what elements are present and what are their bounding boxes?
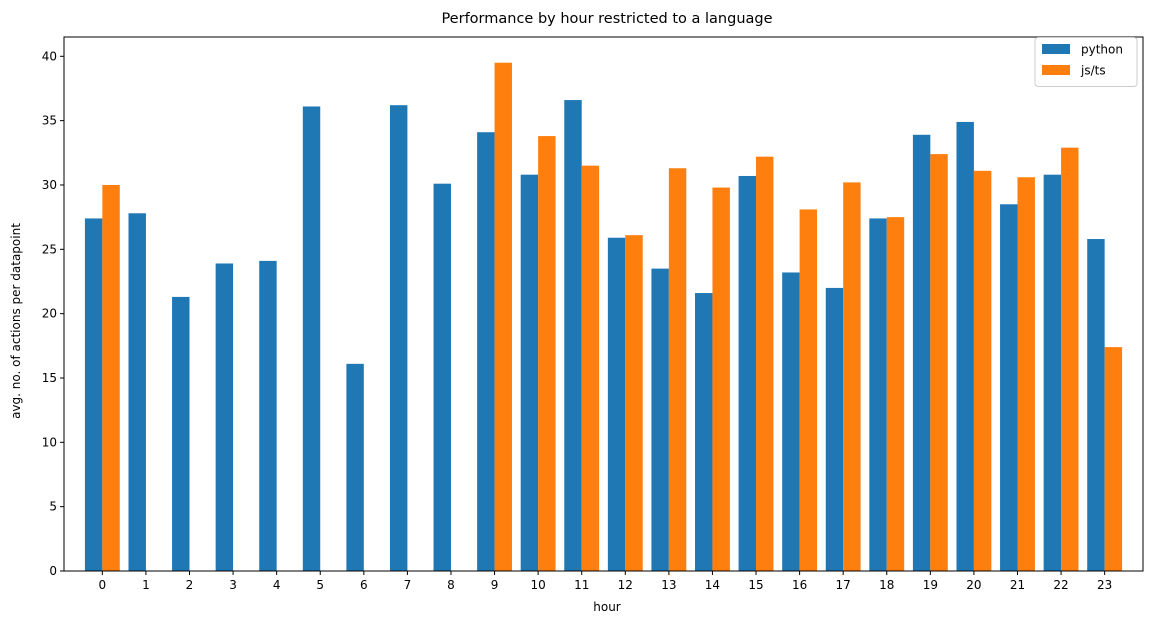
x-tick-label: 9 xyxy=(491,578,499,592)
bar-js-ts-11 xyxy=(581,165,600,572)
bar-js-ts-16 xyxy=(799,209,818,572)
bar-js-ts-9 xyxy=(494,62,512,571)
x-tick-label: 23 xyxy=(1097,578,1112,592)
y-tick-label: 20 xyxy=(42,307,57,321)
bar-python-0 xyxy=(84,218,103,571)
x-axis: 0 1 2 3 4 5 6 7 8 9 10 11 12 13 14 15 16 17 18 19 20 21 22 23 xyxy=(99,571,1112,592)
bar-python-12 xyxy=(607,237,626,572)
y-tick-label: 0 xyxy=(49,564,57,578)
bar-python-2 xyxy=(172,296,190,571)
bar-python-18 xyxy=(869,218,887,571)
x-tick-label: 18 xyxy=(879,578,894,592)
x-tick-label: 15 xyxy=(748,578,763,592)
bar-python-16 xyxy=(782,272,800,571)
bar-python-11 xyxy=(564,100,582,572)
x-tick-label: 5 xyxy=(316,578,324,592)
y-tick-label: 5 xyxy=(49,500,57,514)
bar-js-ts-19 xyxy=(930,154,948,571)
y-tick-label: 10 xyxy=(42,435,57,449)
x-tick-label: 11 xyxy=(574,578,589,592)
chart-title: Performance by hour restricted to a lang… xyxy=(441,11,772,27)
bar-python-5 xyxy=(302,106,321,571)
bar-js-ts-13 xyxy=(668,168,687,571)
bar-python-13 xyxy=(651,268,669,571)
bar-python-1 xyxy=(128,213,146,571)
bars-group xyxy=(84,62,1123,572)
x-tick-label: 17 xyxy=(836,578,851,592)
bar-python-10 xyxy=(520,174,539,571)
y-tick-label: 25 xyxy=(42,242,57,256)
bar-python-23 xyxy=(1087,239,1105,571)
bar-python-20 xyxy=(956,121,974,572)
x-tick-label: 22 xyxy=(1053,578,1068,592)
x-tick-label: 0 xyxy=(99,578,107,592)
legend-swatch-js-ts xyxy=(1042,65,1070,75)
bar-js-ts-15 xyxy=(756,156,774,572)
bar-js-ts-14 xyxy=(712,187,730,572)
y-axis-title: avg. no. of actions per datapoint xyxy=(9,223,23,419)
bar-js-ts-12 xyxy=(625,235,643,571)
bar-python-8 xyxy=(433,183,451,571)
bar-js-ts-10 xyxy=(538,136,556,571)
bar-python-15 xyxy=(738,175,757,571)
bar-python-19 xyxy=(912,134,931,572)
bar-js-ts-20 xyxy=(973,170,992,571)
x-tick-label: 16 xyxy=(792,578,807,592)
legend: python js/ts xyxy=(1034,37,1138,87)
legend-label-python: python xyxy=(1081,43,1123,57)
y-tick-label: 40 xyxy=(42,49,57,63)
bar-python-17 xyxy=(825,287,844,571)
x-tick-label: 20 xyxy=(966,578,981,592)
x-axis-title: hour xyxy=(593,600,621,614)
bar-python-6 xyxy=(346,363,364,571)
bar-js-ts-22 xyxy=(1061,147,1079,571)
y-tick-label: 15 xyxy=(42,371,57,385)
x-tick-label: 1 xyxy=(142,578,150,592)
x-tick-label: 19 xyxy=(923,578,938,592)
bar-js-ts-17 xyxy=(843,182,861,571)
x-tick-label: 13 xyxy=(661,578,676,592)
bar-python-14 xyxy=(695,293,713,571)
bar-js-ts-0 xyxy=(102,184,120,572)
bar-python-4 xyxy=(259,260,277,571)
x-tick-label: 12 xyxy=(618,578,633,592)
x-tick-label: 2 xyxy=(186,578,194,592)
x-tick-label: 6 xyxy=(360,578,368,592)
bar-js-ts-23 xyxy=(1104,347,1123,571)
bar-js-ts-21 xyxy=(1017,177,1035,571)
x-tick-label: 8 xyxy=(447,578,455,592)
bar-python-3 xyxy=(215,263,234,571)
x-tick-label: 14 xyxy=(705,578,720,592)
y-tick-label: 30 xyxy=(42,178,57,192)
bar-python-22 xyxy=(1043,174,1062,571)
bar-python-21 xyxy=(1000,204,1018,571)
bar-js-ts-18 xyxy=(886,217,905,571)
x-tick-label: 4 xyxy=(273,578,281,592)
legend-swatch-python xyxy=(1042,44,1070,54)
bar-python-7 xyxy=(389,105,408,571)
x-tick-label: 10 xyxy=(530,578,545,592)
legend-label-js-ts: js/ts xyxy=(1080,64,1106,78)
x-tick-label: 7 xyxy=(404,578,412,592)
plot-frame xyxy=(63,36,1144,572)
y-tick-label: 35 xyxy=(42,114,57,128)
y-axis: 0 5 10 15 20 25 30 35 40 xyxy=(42,49,64,578)
x-tick-label: 3 xyxy=(229,578,237,592)
x-tick-label: 21 xyxy=(1010,578,1025,592)
bar-python-9 xyxy=(477,132,495,571)
